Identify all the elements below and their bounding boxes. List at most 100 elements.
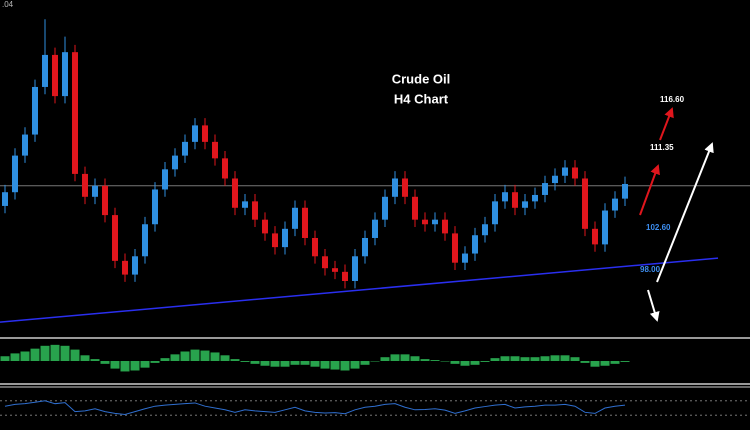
- candle-body: [542, 183, 548, 195]
- chart-title: Crude Oil: [392, 71, 451, 86]
- candle-body: [552, 175, 558, 184]
- candle-body: [572, 167, 578, 179]
- macd-bar: [470, 361, 480, 365]
- candle-body: [602, 210, 608, 245]
- candle-body: [372, 219, 378, 238]
- macd-bar: [190, 349, 200, 361]
- candle-body: [212, 141, 218, 159]
- macd-bar: [210, 352, 220, 361]
- candle-body: [202, 125, 208, 142]
- candle-body: [262, 219, 268, 234]
- candle-body: [122, 260, 128, 275]
- candle-body: [22, 134, 28, 156]
- candle-body: [452, 233, 458, 263]
- macd-bar: [450, 361, 460, 364]
- macd-bar: [270, 361, 280, 367]
- macd-bar: [200, 350, 210, 361]
- macd-bar: [40, 345, 50, 361]
- macd-bar: [420, 359, 430, 361]
- macd-bar: [60, 345, 70, 361]
- macd-bar: [370, 361, 380, 362]
- macd-bar: [530, 357, 540, 361]
- arrow: [656, 142, 714, 283]
- macd-bar: [250, 361, 260, 364]
- macd-bar: [30, 348, 40, 361]
- macd-bar: [300, 361, 310, 365]
- macd-bar: [390, 354, 400, 361]
- macd-bar: [440, 361, 450, 362]
- candle-body: [82, 173, 88, 197]
- candle-body: [392, 178, 398, 197]
- candle-body: [492, 201, 498, 225]
- candle-body: [362, 237, 368, 257]
- level-label: 98.00: [640, 265, 661, 274]
- candle-body: [512, 192, 518, 208]
- macd-bar: [120, 361, 130, 372]
- candle-body: [62, 52, 68, 97]
- candle-body: [132, 256, 138, 275]
- candle-body: [582, 178, 588, 229]
- candle-body: [92, 185, 98, 197]
- candle-body: [152, 189, 158, 225]
- arrow: [639, 164, 660, 216]
- macd-bar: [20, 351, 30, 361]
- macd-bar: [430, 360, 440, 361]
- macd-bar: [100, 361, 110, 364]
- candle-body: [432, 219, 438, 225]
- level-label: 116.60: [660, 95, 685, 104]
- level-label: 102.60: [646, 223, 671, 232]
- candle-body: [342, 271, 348, 281]
- macd-bar: [230, 359, 240, 361]
- macd-bar: [520, 357, 530, 361]
- candle-body: [592, 228, 598, 245]
- candle-body: [522, 201, 528, 208]
- macd-bar: [290, 361, 300, 365]
- candle-body: [302, 207, 308, 238]
- candle-body: [422, 219, 428, 225]
- price-panel: 116.60 111.35 102.60 98.00: [0, 19, 750, 323]
- candle-body: [622, 183, 628, 199]
- macd-bar: [70, 349, 80, 361]
- candle-body: [532, 194, 538, 202]
- macd-bar: [540, 356, 550, 361]
- candle-body: [242, 201, 248, 208]
- candle-body: [442, 219, 448, 234]
- candle-body: [192, 125, 198, 142]
- candle-body: [272, 233, 278, 248]
- macd-bar: [160, 358, 170, 361]
- candle-body: [142, 224, 148, 257]
- arrow: [659, 107, 674, 141]
- candle-body: [312, 237, 318, 257]
- macd-bar: [310, 361, 320, 367]
- macd-bar: [130, 361, 140, 371]
- level-label: 111.35: [650, 143, 674, 152]
- candle-body: [402, 178, 408, 197]
- macd-bar: [490, 358, 500, 361]
- macd-bar: [170, 354, 180, 361]
- oscillator-line: [4, 400, 626, 415]
- macd-bar: [320, 361, 330, 369]
- candle-body: [102, 185, 108, 216]
- macd-bar: [260, 361, 270, 366]
- macd-bar: [600, 361, 610, 366]
- macd-bar: [180, 351, 190, 361]
- macd-bar: [550, 355, 560, 361]
- macd-bar: [480, 361, 490, 362]
- candle-body: [382, 196, 388, 220]
- macd-bar: [240, 361, 250, 362]
- arrow: [647, 289, 660, 322]
- candle-body: [482, 224, 488, 236]
- candle-body: [162, 169, 168, 190]
- candle-body: [292, 207, 298, 229]
- macd-bar: [460, 361, 470, 366]
- candle-body: [32, 86, 38, 135]
- macd-bar: [330, 361, 340, 370]
- candle-body: [502, 192, 508, 202]
- macd-bar: [220, 355, 230, 361]
- candle-body: [72, 52, 78, 174]
- candle-body: [352, 256, 358, 281]
- macd-bar: [560, 355, 570, 361]
- macd-bar: [380, 357, 390, 361]
- candle-body: [2, 192, 8, 206]
